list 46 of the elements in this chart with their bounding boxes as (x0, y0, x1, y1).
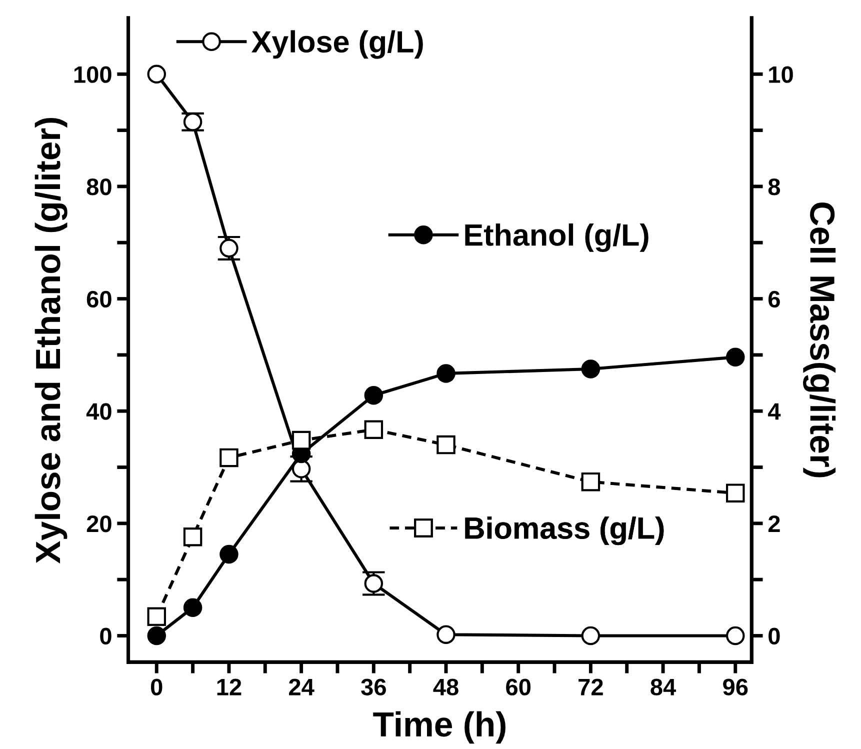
y2-axis-title: Cell Mass(g/liter) (803, 202, 836, 478)
x-tick-label: 0 (150, 678, 162, 696)
point (292, 430, 311, 450)
point (220, 448, 238, 468)
point (436, 364, 456, 383)
x-tick-label: 48 (433, 678, 458, 696)
x-tick-label: 24 (289, 678, 314, 696)
y-tick-label: 100 (74, 66, 112, 83)
legend-label: Biomass (g/L) (465, 516, 664, 546)
point (220, 544, 238, 564)
y2-tick-label: 0 (768, 628, 780, 645)
point (436, 435, 456, 454)
y2-tick-label: 2 (768, 515, 780, 532)
x-tick-label: 12 (217, 678, 242, 696)
x-axis-title: Time (h) (373, 711, 506, 744)
x-tick-label: 36 (361, 678, 386, 696)
y2-tick-label: 8 (768, 178, 780, 196)
point (183, 528, 202, 546)
y2-tick-label: 6 (768, 290, 780, 308)
y-tick-label: 80 (86, 178, 112, 196)
y-tick-label: 40 (86, 403, 112, 420)
y-tick-label: 60 (86, 290, 112, 308)
point (364, 420, 384, 439)
point (364, 386, 384, 405)
point (147, 64, 166, 84)
y-tick-label: 0 (100, 628, 112, 645)
point (147, 607, 166, 626)
y2-tick-label: 10 (769, 66, 793, 83)
x-tick-label: 84 (650, 678, 676, 696)
point (726, 348, 745, 367)
y2-tick-label: 4 (768, 403, 781, 420)
point (147, 626, 166, 646)
point (581, 626, 600, 646)
point (436, 625, 456, 644)
y-axis-title: Xylose and Ethanol (g/liter) (34, 118, 68, 564)
x-tick-label: 60 (506, 678, 531, 696)
legend-label: Xylose (g/L) (252, 30, 423, 59)
point (581, 360, 600, 378)
legend-label: Ethanol (g/L) (465, 223, 648, 252)
y-tick-label: 20 (86, 515, 112, 532)
point (726, 484, 745, 502)
x-tick-label: 72 (578, 678, 603, 696)
point (726, 626, 745, 646)
point (183, 598, 202, 618)
x-tick-label: 96 (723, 678, 748, 696)
point (581, 472, 600, 492)
